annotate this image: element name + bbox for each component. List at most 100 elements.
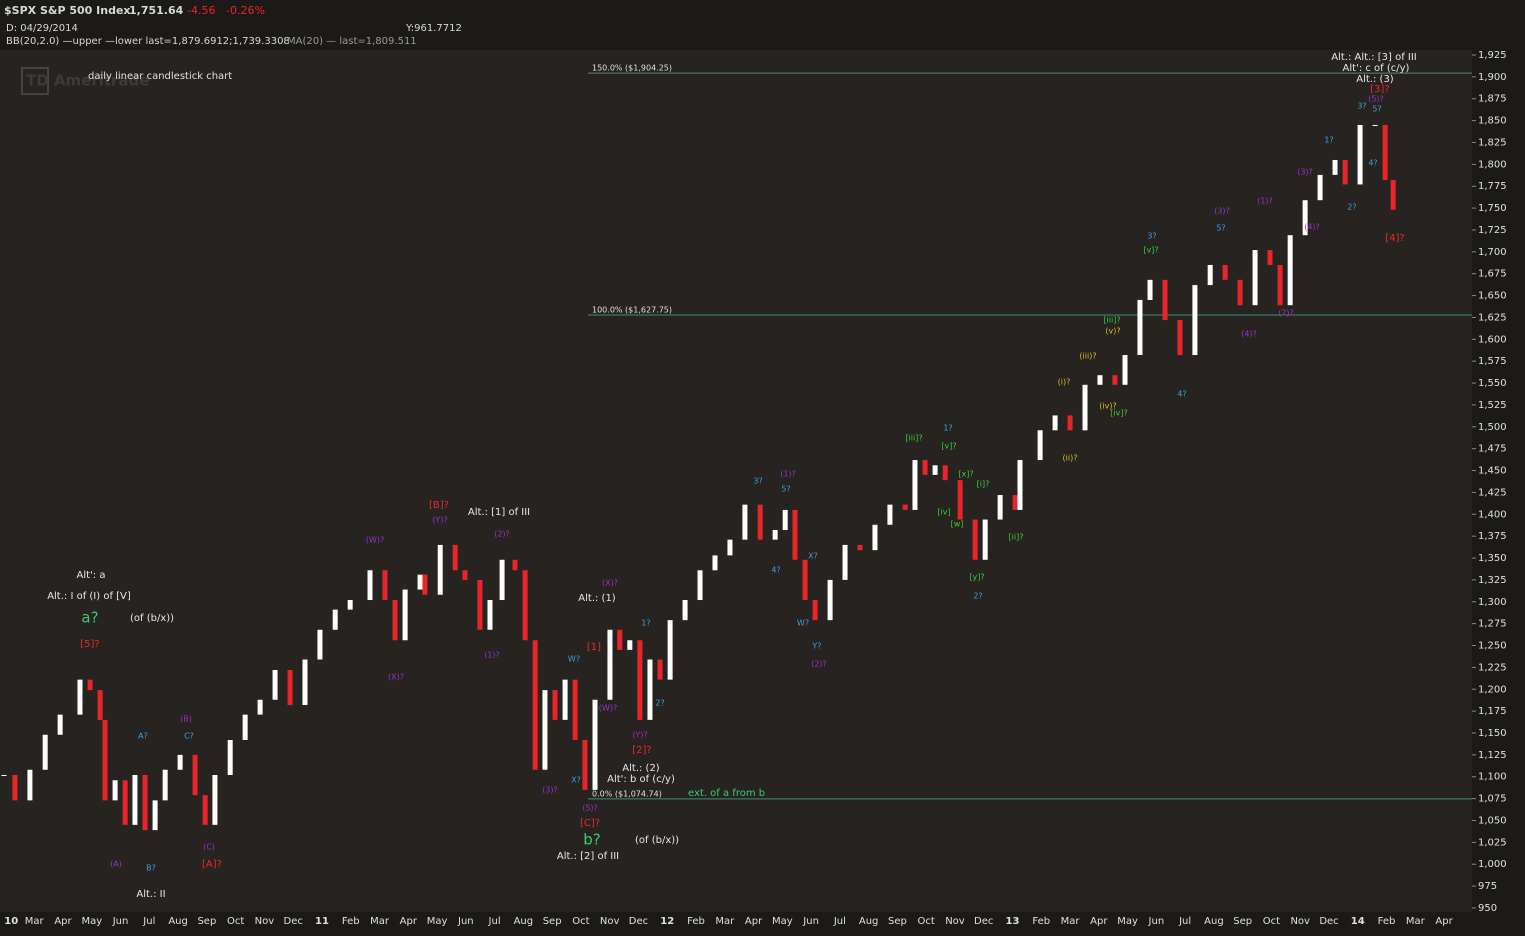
x-tick-label: Nov xyxy=(600,916,620,927)
y-tick-label: 1,275 xyxy=(1478,619,1507,630)
wave-label: (1)? xyxy=(780,470,796,479)
y-tick-label: 1,700 xyxy=(1478,247,1507,258)
wave-label: (2)? xyxy=(494,530,510,539)
x-tick-label: Feb xyxy=(342,916,360,927)
candle xyxy=(842,544,848,580)
level-label: 100.0% ($1,627.75) xyxy=(592,306,672,315)
wave-label: 5? xyxy=(1372,105,1381,114)
candle xyxy=(1277,264,1283,306)
candle xyxy=(162,769,168,801)
wave-label: (3)? xyxy=(542,786,558,795)
candle xyxy=(77,679,83,715)
x-tick-label: Aug xyxy=(514,916,534,927)
x-tick-label: Dec xyxy=(1319,916,1338,927)
wave-label: (iv)? xyxy=(1099,402,1116,411)
subtitle: daily linear candlestick chart xyxy=(88,71,232,82)
candle xyxy=(1357,124,1363,185)
wave-label: 1? xyxy=(1324,136,1333,145)
wave-label: (C) xyxy=(203,843,215,852)
candle xyxy=(887,504,893,525)
wave-label: 3? xyxy=(1147,232,1156,241)
wave-label: W? xyxy=(568,655,580,664)
wave-label: (4)? xyxy=(1241,330,1257,339)
candle xyxy=(812,600,818,621)
plot-bg xyxy=(0,50,1472,912)
y-tick-label: 1,900 xyxy=(1478,72,1507,83)
candle xyxy=(742,504,748,540)
wave-label: (B) xyxy=(180,715,192,724)
wave-label: (2)? xyxy=(1278,309,1294,318)
candle xyxy=(12,774,18,801)
wave-label: Alt.: [2] of III xyxy=(557,851,619,862)
wave-label: Alt.: I of (I) of [V] xyxy=(47,591,131,602)
candle xyxy=(42,734,48,770)
x-tick-label: Apr xyxy=(400,916,418,927)
candle xyxy=(932,465,938,475)
y-tick-label: 1,100 xyxy=(1478,772,1507,783)
wave-label: (4)? xyxy=(1304,223,1320,232)
x-tick-label: Apr xyxy=(1435,916,1453,927)
x-tick-label: Aug xyxy=(168,916,188,927)
x-tick-label: Nov xyxy=(255,916,275,927)
candle xyxy=(802,559,808,601)
candle xyxy=(572,679,578,741)
x-tick-label: 12 xyxy=(660,916,674,927)
candle xyxy=(417,574,423,590)
y-tick-label: 1,725 xyxy=(1478,225,1507,236)
y-readout: Y:961.7712 xyxy=(405,23,462,34)
wave-label: A? xyxy=(138,732,148,741)
x-tick-label: 14 xyxy=(1351,916,1365,927)
candle xyxy=(552,690,558,720)
candle xyxy=(1267,250,1273,265)
y-tick-label: 1,650 xyxy=(1478,291,1507,302)
level-label: 150.0% ($1,904.25) xyxy=(592,64,672,73)
candle xyxy=(1017,460,1023,510)
candle xyxy=(422,574,428,595)
y-tick-label: 975 xyxy=(1478,881,1497,892)
wave-label: (5)? xyxy=(582,804,598,813)
candle xyxy=(57,714,63,735)
candle xyxy=(152,800,158,831)
wave-label: B? xyxy=(146,864,156,873)
x-tick-label: Jun xyxy=(1148,916,1165,927)
candle xyxy=(1052,415,1058,431)
candle xyxy=(287,670,293,706)
wave-label: [iii]? xyxy=(1103,316,1120,325)
candle xyxy=(562,679,568,720)
wave-label: (ii)? xyxy=(1063,454,1078,463)
candle xyxy=(792,509,798,560)
wave-label: X? xyxy=(808,552,818,561)
y-tick-label: 1,350 xyxy=(1478,553,1507,564)
candle xyxy=(657,659,663,680)
x-tick-label: Feb xyxy=(1378,916,1396,927)
wave-label: (X)? xyxy=(388,673,404,682)
y-tick-label: 1,450 xyxy=(1478,466,1507,477)
wave-label: (v)? xyxy=(1105,327,1120,336)
wave-label: b? xyxy=(583,831,600,849)
candle xyxy=(1390,180,1396,210)
symbol: $SPX S&P 500 Index xyxy=(4,4,131,17)
candle xyxy=(332,609,338,630)
wave-label: 2? xyxy=(655,699,664,708)
wave-label: [2]? xyxy=(632,745,651,756)
level-label: 0.0% ($1,074.74) xyxy=(592,789,662,798)
wave-label: (Y)? xyxy=(632,731,647,740)
candle xyxy=(257,699,263,715)
candle xyxy=(1222,264,1228,280)
y-tick-label: 950 xyxy=(1478,903,1497,914)
candle xyxy=(522,570,528,641)
wave-label: [x]? xyxy=(958,470,973,479)
x-tick-label: Mar xyxy=(25,916,45,927)
candle xyxy=(382,570,388,601)
candle xyxy=(437,544,443,595)
y-tick-label: 1,475 xyxy=(1478,444,1507,455)
wave-label: 5? xyxy=(781,485,790,494)
wave-label: Alt.: Alt.: [3] of III xyxy=(1331,52,1417,63)
candle xyxy=(712,555,718,571)
wave-label: Alt.: (1) xyxy=(578,593,616,604)
candle xyxy=(1,774,7,776)
candle xyxy=(1177,320,1183,356)
y-tick-label: 1,425 xyxy=(1478,487,1507,498)
wave-label: (W)? xyxy=(599,704,617,713)
x-tick-label: Oct xyxy=(918,916,935,927)
